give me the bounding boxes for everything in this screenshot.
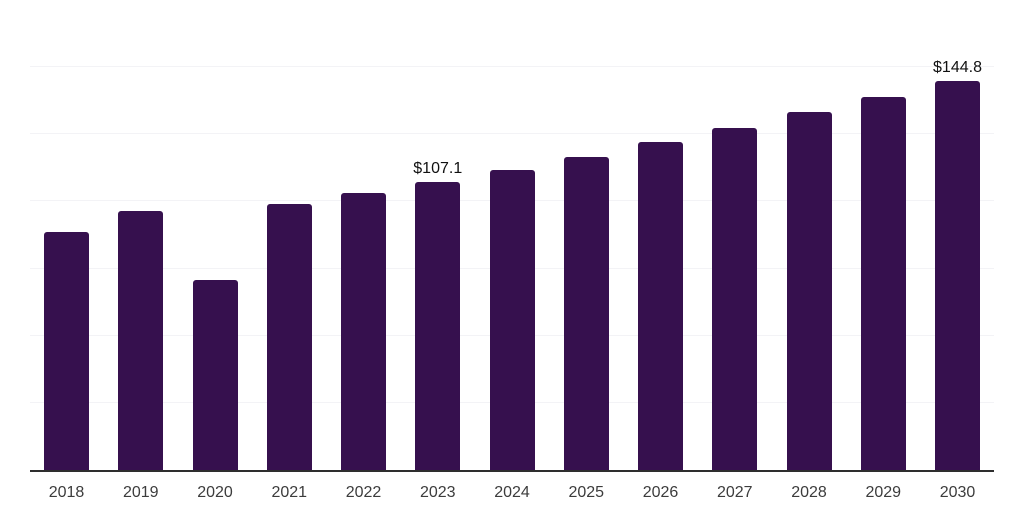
bar-2026 xyxy=(638,142,683,470)
bar-slot-2024 xyxy=(489,0,535,470)
gridline xyxy=(30,66,994,67)
x-tick-2030: 2030 xyxy=(939,484,976,501)
bar-2025 xyxy=(563,157,609,470)
bar-slot-2018 xyxy=(44,0,89,470)
x-tick-2023: 2023 xyxy=(419,484,456,501)
x-tick-2025: 2025 xyxy=(568,484,605,501)
bar-2018 xyxy=(44,232,89,470)
bar-slot-2028 xyxy=(786,0,832,470)
x-tick-2027: 2027 xyxy=(716,484,753,501)
bar-slot-2025 xyxy=(563,0,609,470)
x-tick-2029: 2029 xyxy=(865,484,902,501)
x-tick-2018: 2018 xyxy=(48,484,85,501)
bar-slot-2023: $107.1 xyxy=(413,0,463,470)
bars-row: $107.1 $144.8 xyxy=(30,0,994,470)
x-tick-2024: 2024 xyxy=(494,484,530,501)
bar-2021 xyxy=(266,204,312,470)
value-label-2023: $107.1 xyxy=(413,160,463,177)
x-tick-2019: 2019 xyxy=(122,484,159,501)
bar-slot-2022 xyxy=(341,0,386,470)
bar-2020 xyxy=(192,280,238,470)
bar-slot-2029 xyxy=(860,0,906,470)
bar-slot-2019 xyxy=(118,0,164,470)
bar-slot-2027 xyxy=(712,0,758,470)
x-axis-labels: 2018 2019 2020 2021 2022 2023 2024 2025 2026 2027… xyxy=(30,484,994,502)
bar-2022 xyxy=(341,193,386,470)
bar-2019 xyxy=(118,211,164,470)
bar-slot-2026 xyxy=(638,0,683,470)
plot-area: $107.1 $144.8 xyxy=(30,0,994,470)
x-tick-2021: 2021 xyxy=(271,484,308,501)
bar-2030 xyxy=(935,81,980,470)
x-tick-2022: 2022 xyxy=(345,484,382,501)
x-tick-2028: 2028 xyxy=(791,484,827,501)
x-tick-2026: 2026 xyxy=(642,484,679,501)
gridline xyxy=(30,133,994,134)
value-label-2030: $144.8 xyxy=(933,59,982,76)
bar-2024 xyxy=(489,170,535,470)
bar-2028 xyxy=(786,112,832,470)
x-axis-line xyxy=(30,470,994,472)
bar-2029 xyxy=(860,97,906,470)
x-tick-2020: 2020 xyxy=(197,484,233,501)
bar-slot-2020 xyxy=(192,0,238,470)
bar-2023 xyxy=(415,182,461,470)
bar-slot-2030: $144.8 xyxy=(933,0,982,470)
bar-2027 xyxy=(712,128,758,470)
bar-slot-2021 xyxy=(266,0,312,470)
